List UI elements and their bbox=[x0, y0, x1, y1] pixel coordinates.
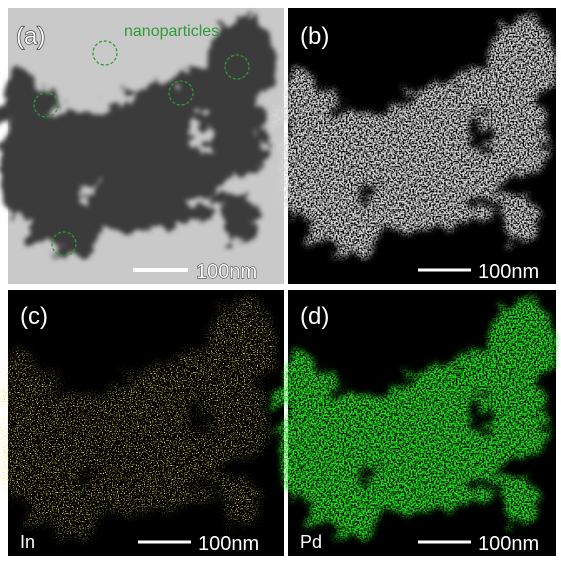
scale-bar-label: 100nm bbox=[196, 261, 257, 283]
figure: (a) nanoparticles 100nm (b) 100nm (c) In… bbox=[0, 0, 561, 562]
annotation: nanoparticles bbox=[124, 23, 219, 40]
panel-c: (c) In 100nm bbox=[0, 290, 284, 556]
panel-d: (d) Pd 100nm bbox=[273, 290, 558, 556]
panel-label: (d) bbox=[300, 303, 329, 330]
panel-label: (c) bbox=[20, 303, 48, 330]
panel-label: (a) bbox=[16, 23, 45, 50]
panel-b: (b) 100nm bbox=[273, 8, 558, 284]
scale-bar-label: 100nm bbox=[198, 533, 259, 555]
panel-label: (b) bbox=[300, 23, 329, 50]
scale-bar-label: 100nm bbox=[478, 261, 539, 283]
element-label: In bbox=[20, 532, 35, 552]
panel-a: (a) nanoparticles 100nm bbox=[0, 8, 284, 284]
scale-bar-label: 100nm bbox=[478, 533, 539, 555]
element-label: Pd bbox=[300, 532, 322, 552]
